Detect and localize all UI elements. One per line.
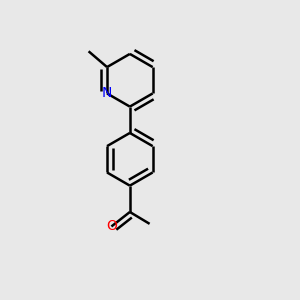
Text: O: O <box>106 220 117 233</box>
Text: N: N <box>102 86 112 100</box>
